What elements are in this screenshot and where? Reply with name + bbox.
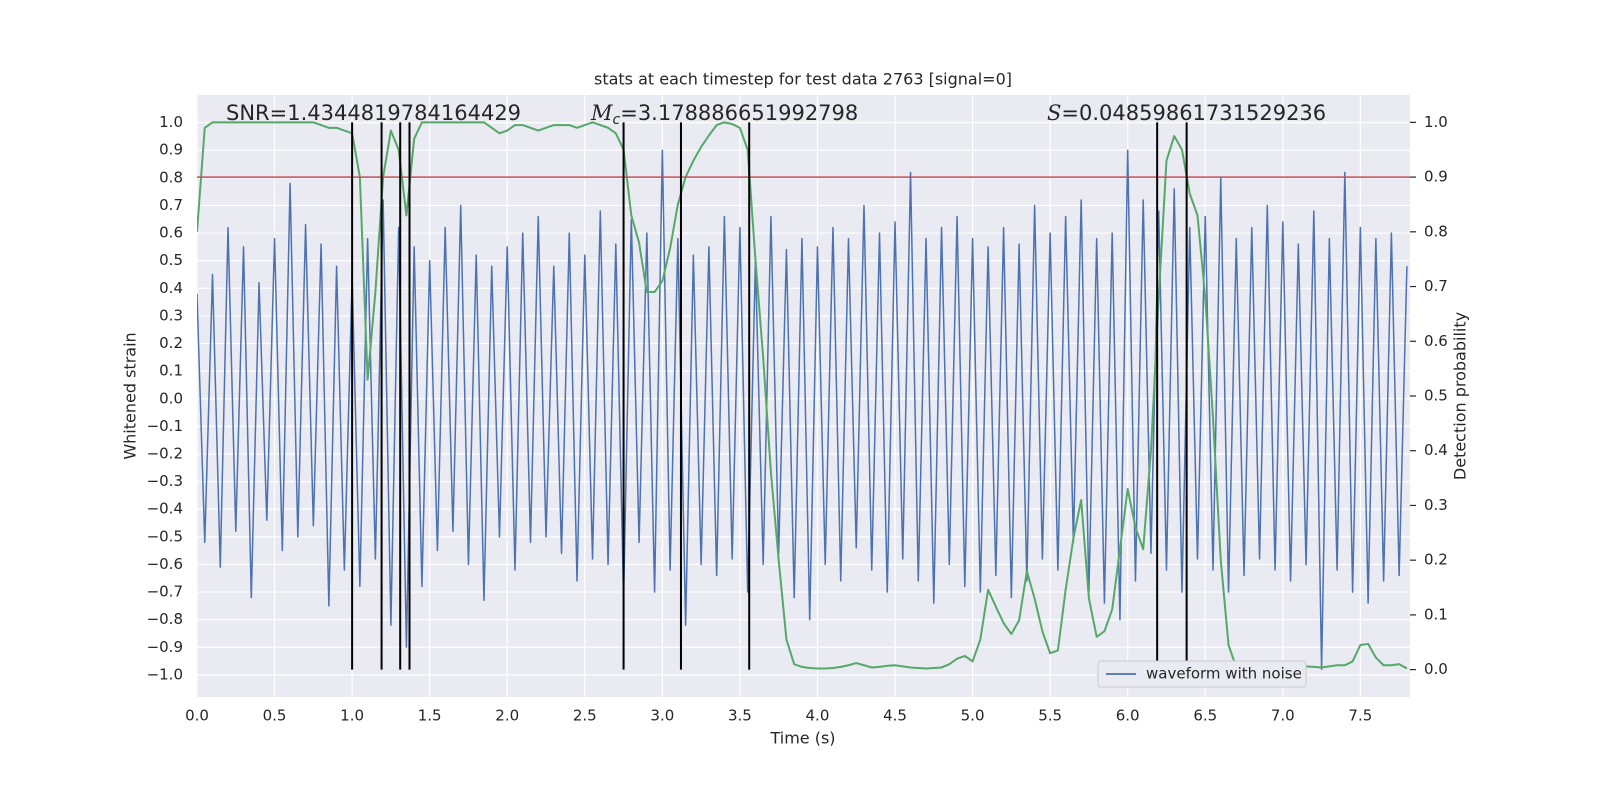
legend-label: waveform with noise xyxy=(1146,665,1302,683)
y2-tick-label: 0.4 xyxy=(1424,441,1448,459)
plot-background xyxy=(197,95,1410,697)
y-tick-label: −0.6 xyxy=(147,555,183,573)
annotation-value: SNR=1.4344819784164429 xyxy=(226,101,521,125)
series-line xyxy=(197,149,1408,671)
y-tick-label: −0.2 xyxy=(147,444,183,462)
y-axis-label: Whitened strain xyxy=(121,332,140,459)
y2-tick-label: 0.8 xyxy=(1424,222,1448,240)
y-tick-label: −0.7 xyxy=(147,583,183,601)
y-tick-label: 1.0 xyxy=(159,113,183,131)
y2-tick-label: 0.1 xyxy=(1424,605,1448,623)
x-tick-label: 0.5 xyxy=(263,707,287,725)
x-tick-label: 1.5 xyxy=(418,707,442,725)
y-tick-label: 0.3 xyxy=(159,306,183,324)
y-tick-label: −0.9 xyxy=(147,638,183,656)
y-tick-label: 0.5 xyxy=(159,251,183,269)
y2-tick-label: 1.0 xyxy=(1424,113,1448,131)
y-tick-label: −0.3 xyxy=(147,472,183,490)
x-tick-label: 2.0 xyxy=(495,707,519,725)
x-tick-label: 7.5 xyxy=(1348,707,1372,725)
annotation: Mc=3.178886651992798 xyxy=(590,101,858,129)
y2-tick-label: 0.2 xyxy=(1424,551,1448,569)
annotation-subscript: c xyxy=(613,112,621,128)
y2-tick-label: 0.9 xyxy=(1424,168,1448,186)
x-tick-label: 3.0 xyxy=(650,707,674,725)
y-tick-label: −1.0 xyxy=(147,665,183,683)
x-tick-label: 1.0 xyxy=(340,707,364,725)
y-tick-label: 0.9 xyxy=(159,141,183,159)
y2-tick-label: 0.3 xyxy=(1424,496,1448,514)
annotation: S=0.04859861731529236 xyxy=(1047,101,1326,126)
x-tick-label: 4.0 xyxy=(806,707,830,725)
x-tick-label: 5.0 xyxy=(961,707,985,725)
y-tick-label: 0.0 xyxy=(159,389,183,407)
y-tick-label: −0.8 xyxy=(147,610,183,628)
x-tick-label: 2.5 xyxy=(573,707,597,725)
x-tick-label: 4.5 xyxy=(883,707,907,725)
y2-tick-label: 0.6 xyxy=(1424,332,1448,350)
annotation-symbol: M xyxy=(590,101,613,125)
chart-title: stats at each timestep for test data 276… xyxy=(594,70,1012,89)
x-tick-label: 0.0 xyxy=(185,707,209,725)
y-tick-label: −0.1 xyxy=(147,417,183,435)
series-line xyxy=(197,121,1408,670)
x-tick-label: 7.0 xyxy=(1271,707,1295,725)
y-tick-label: 0.2 xyxy=(159,334,183,352)
annotation-symbol: S xyxy=(1047,101,1061,125)
legend-box xyxy=(1097,660,1307,688)
y2-axis-label: Detection probability xyxy=(1451,312,1470,480)
y-tick-label: 0.8 xyxy=(159,168,183,186)
y-tick-label: 0.6 xyxy=(159,224,183,242)
annotation: SNR=1.4344819784164429 xyxy=(226,101,521,125)
x-tick-label: 3.5 xyxy=(728,707,752,725)
x-tick-label: 6.5 xyxy=(1193,707,1217,725)
x-axis-label: Time (s) xyxy=(769,729,835,748)
axes: 0.0 0.5 1.0 1.5 2.0 2.5 3.0 3.5 4.0 4.5 5.0 5.5 6.0 6… xyxy=(147,113,1448,725)
y2-tick-label: 0.7 xyxy=(1424,277,1448,295)
y-tick-label: 0.7 xyxy=(159,196,183,214)
y-tick-label: 0.4 xyxy=(159,279,183,297)
y-tick-label: −0.5 xyxy=(147,527,183,545)
y-tick-label: −0.4 xyxy=(147,500,183,518)
annotation-value: =0.04859861731529236 xyxy=(1061,101,1326,125)
annotation-value: =3.178886651992798 xyxy=(620,101,858,125)
x-tick-label: 6.0 xyxy=(1116,707,1140,725)
plot-area xyxy=(197,121,1410,671)
y2-tick-label: 0.0 xyxy=(1424,660,1448,678)
x-tick-label: 5.5 xyxy=(1038,707,1062,725)
y-tick-label: 0.1 xyxy=(159,362,183,380)
y2-tick-label: 0.5 xyxy=(1424,387,1448,405)
